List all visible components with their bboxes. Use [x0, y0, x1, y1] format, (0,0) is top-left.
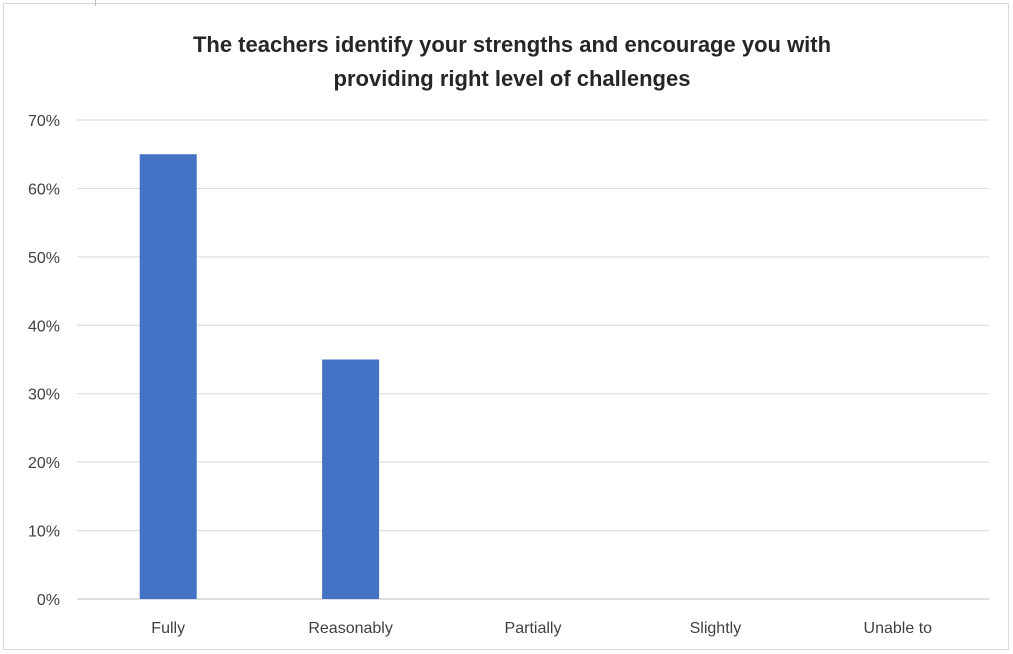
y-axis-tick-labels: 0% 10% 20% 30% 40% 50% 60% 70% [28, 113, 60, 609]
y-tick-label: 50% [28, 250, 60, 267]
gridlines [77, 119, 989, 600]
chart-title-line-1: The teachers identify your strengths and… [193, 32, 831, 57]
y-tick-label: 40% [28, 318, 60, 335]
bars [139, 154, 380, 599]
y-tick-label: 10% [28, 524, 60, 541]
bar-fully [139, 154, 197, 599]
y-tick-label: 30% [28, 387, 60, 404]
frame-tick-mark [95, 0, 96, 6]
y-tick-label: 70% [28, 113, 60, 130]
x-tick-label: Unable to [864, 620, 933, 637]
x-tick-label: Fully [151, 620, 185, 637]
y-tick-label: 0% [37, 592, 60, 609]
x-axis-tick-labels: Fully Reasonably Partially Slightly Unable t… [151, 620, 932, 637]
x-tick-label: Slightly [690, 620, 742, 637]
chart-title: The teachers identify your strengths and… [193, 32, 831, 91]
x-tick-label: Partially [505, 620, 562, 637]
y-tick-label: 60% [28, 181, 60, 198]
chart-title-line-2: providing right level of challenges [334, 66, 691, 91]
x-tick-label: Reasonably [308, 620, 393, 637]
y-tick-label: 20% [28, 455, 60, 472]
bar-reasonably [322, 359, 380, 599]
